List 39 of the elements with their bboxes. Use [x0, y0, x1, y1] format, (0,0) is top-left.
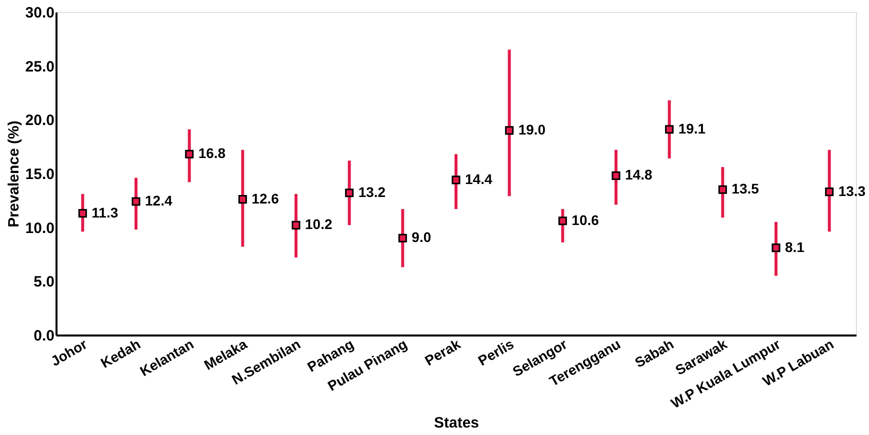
- point: [345, 188, 354, 198]
- data-label: 19.0: [518, 121, 546, 138]
- y-tick-label: 20.0: [25, 112, 54, 130]
- point: [452, 176, 460, 184]
- point: [718, 185, 727, 194]
- y-tick-label: 0.0: [34, 328, 54, 344]
- data-label: 16.8: [198, 145, 226, 162]
- data-label: 13.2: [358, 184, 386, 200]
- point: [292, 220, 300, 230]
- data-label: 9.0: [412, 229, 432, 246]
- y-tick-label: 10.0: [25, 220, 54, 237]
- point: [132, 197, 140, 206]
- y-axis-title: Prevalence (%): [5, 120, 22, 228]
- data-label: 12.4: [145, 192, 172, 208]
- x-axis-title: States: [434, 414, 480, 432]
- data-label: 19.1: [678, 120, 706, 136]
- point: [772, 244, 780, 252]
- point: [825, 188, 834, 196]
- data-label: 13.5: [732, 180, 760, 197]
- y-tick-label: 15.0: [25, 166, 54, 183]
- data-label: 13.3: [838, 182, 866, 199]
- point: [505, 126, 514, 135]
- data-label: 12.6: [252, 190, 280, 206]
- data-label: 14.4: [465, 170, 492, 187]
- y-tick-label: 30.0: [25, 4, 54, 22]
- y-tick-label: 5.0: [34, 274, 54, 291]
- point: [238, 195, 247, 204]
- point: [612, 171, 620, 180]
- data-label: 8.1: [785, 238, 805, 255]
- data-label: 14.8: [625, 166, 652, 183]
- point: [78, 209, 87, 218]
- point: [398, 234, 407, 242]
- y-tick-label: 25.0: [25, 58, 54, 76]
- data-label: 10.6: [572, 212, 600, 228]
- data-label: 11.3: [92, 204, 118, 220]
- point: [558, 216, 567, 226]
- data-label: 10.2: [305, 216, 332, 232]
- point: [665, 125, 674, 134]
- point: [185, 150, 194, 158]
